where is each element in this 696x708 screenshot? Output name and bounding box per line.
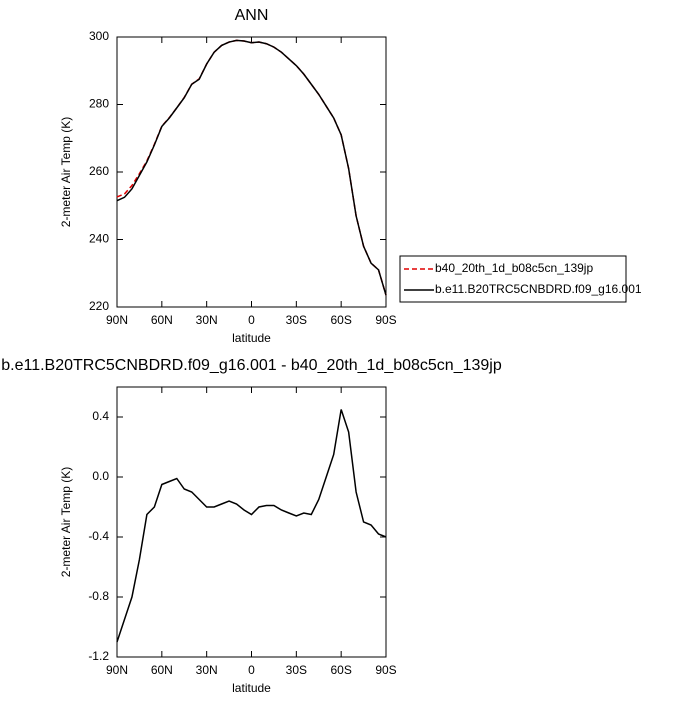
x-tick-label: 90S [375, 663, 396, 677]
x-tick-label: 60S [330, 313, 351, 327]
x-tick-label: 60S [330, 663, 351, 677]
x-tick-label: 0 [248, 663, 255, 677]
y-axis-label: 2-meter Air Temp (K) [59, 467, 73, 577]
x-axis-label: latitude [232, 681, 271, 695]
x-tick-label: 90N [106, 313, 128, 327]
chart-title: ANN [235, 7, 269, 24]
x-tick-label: 30S [286, 313, 307, 327]
y-axis-label: 2-meter Air Temp (K) [59, 117, 73, 227]
y-tick-label: 0.4 [92, 409, 109, 423]
x-axis-label: latitude [232, 331, 271, 345]
x-tick-label: 30N [196, 663, 218, 677]
x-tick-label: 90N [106, 663, 128, 677]
x-tick-label: 60N [151, 663, 173, 677]
x-tick-label: 0 [248, 313, 255, 327]
legend-label: b40_20th_1d_b08c5cn_139jp [435, 261, 593, 275]
chart-title: b.e11.B20TRC5CNBDRD.f09_g16.001 - b40_20… [1, 357, 502, 374]
series-line [116, 39, 387, 296]
y-tick-label: -0.4 [88, 529, 109, 543]
y-tick-label: -1.2 [88, 649, 109, 663]
plot-frame [116, 386, 387, 658]
series-line [116, 409, 387, 643]
series-line [116, 39, 387, 296]
y-tick-label: 260 [89, 164, 109, 178]
y-tick-label: 0.0 [92, 469, 109, 483]
y-tick-label: 280 [89, 97, 109, 111]
y-tick-label: 300 [89, 29, 109, 43]
legend-label: b.e11.B20TRC5CNBDRD.f09_g16.001 [435, 282, 642, 296]
plot-frame [116, 36, 387, 308]
y-tick-label: -0.8 [88, 589, 109, 603]
legend-box [399, 255, 627, 303]
x-tick-label: 90S [375, 313, 396, 327]
y-tick-label: 240 [89, 232, 109, 246]
x-tick-label: 30N [196, 313, 218, 327]
x-tick-label: 30S [286, 663, 307, 677]
x-tick-label: 60N [151, 313, 173, 327]
y-tick-label: 220 [89, 299, 109, 313]
